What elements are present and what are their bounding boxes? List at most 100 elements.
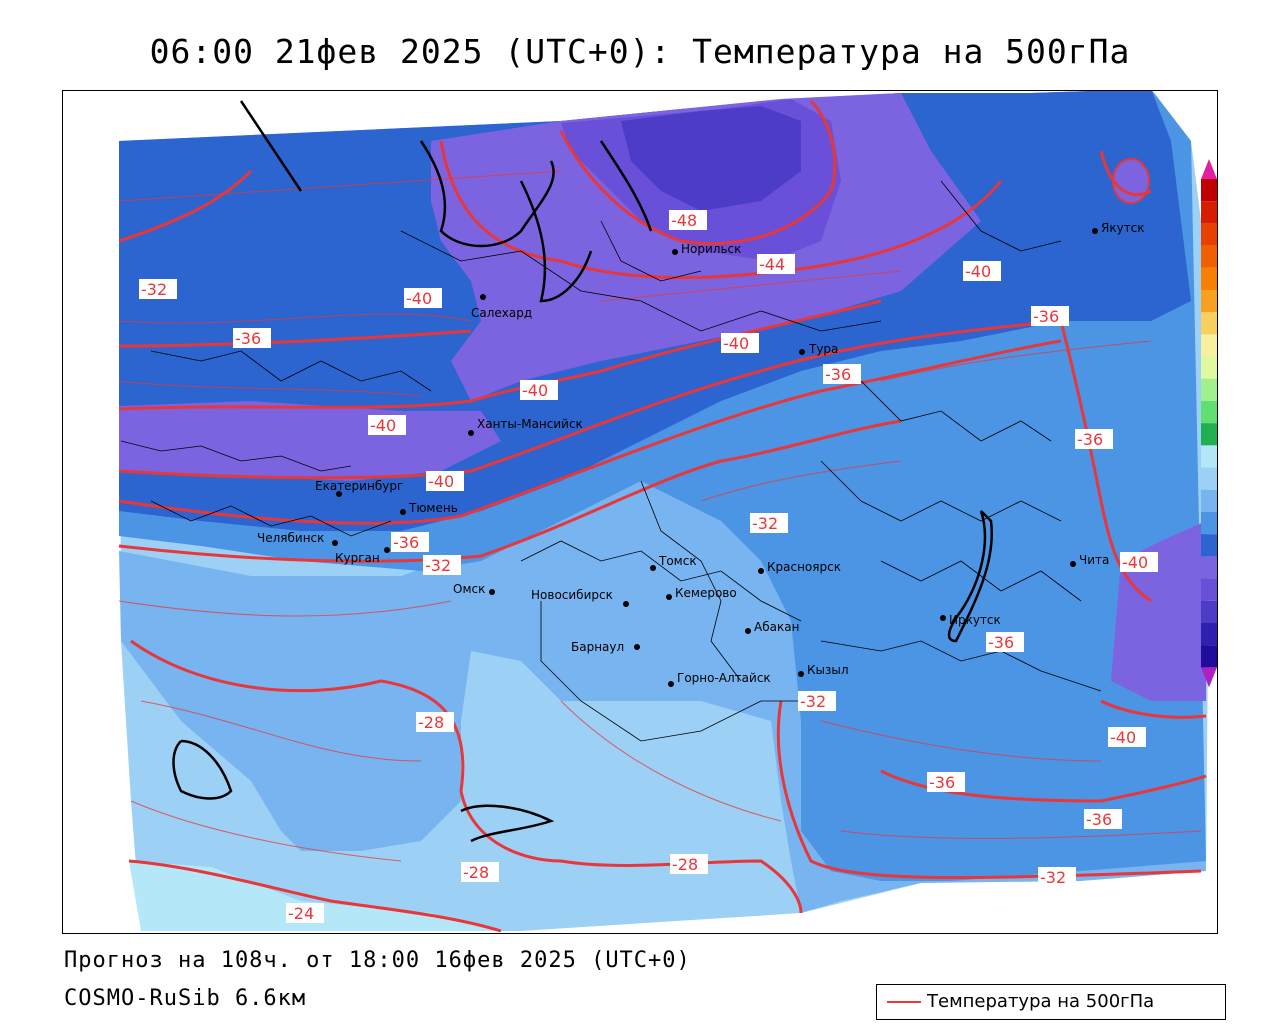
city-khanty-mansiysk: Ханты-Мансийск: [468, 417, 583, 436]
svg-text:-40: -40: [1110, 728, 1136, 747]
svg-text:-40: -40: [723, 334, 749, 353]
contour-label: -32: [798, 691, 836, 711]
thick-contours: [118, 99, 1207, 933]
city-chita: Чита: [1070, 553, 1109, 567]
city-label: Иркутск: [949, 613, 1001, 627]
contour-label: -36: [391, 532, 429, 552]
svg-text:-36: -36: [1086, 810, 1112, 829]
contour-label: -40: [426, 471, 464, 491]
city-tura: Тура: [799, 342, 838, 356]
city-barnaul: Барнаул: [571, 640, 640, 654]
contour-label: -36: [986, 632, 1024, 652]
city-kyzyl: Кызыл: [798, 663, 849, 677]
svg-text:-36: -36: [929, 773, 955, 792]
contour-label: -36: [1031, 306, 1069, 326]
colorbar-segment: [1201, 512, 1217, 535]
contour-label: -32: [750, 513, 788, 533]
coastlines: [172, 100, 993, 843]
svg-text:-28: -28: [672, 855, 698, 874]
svg-text:-40: -40: [1122, 553, 1148, 572]
svg-text:-40: -40: [370, 416, 396, 435]
region-minus-24: [129, 861, 501, 931]
city-label: Горно-Алтайск: [677, 671, 771, 685]
contour-label: -44: [757, 254, 795, 274]
svg-text:-28: -28: [463, 863, 489, 882]
city-label: Тура: [808, 342, 838, 356]
city-label: Абакан: [754, 620, 799, 634]
legend-label: Температура на 500гПа: [927, 991, 1155, 1012]
svg-text:-32: -32: [141, 280, 167, 299]
city-label: Салехард: [471, 306, 532, 320]
city-abakan: Абакан: [745, 620, 799, 634]
model-info: COSMO-RuSib 6.6км: [64, 986, 307, 1011]
region-minus-44-band: [119, 401, 501, 481]
svg-text:-36: -36: [825, 365, 851, 384]
colorbar-segment: [1201, 290, 1217, 313]
city-gorno-altaysk: Горно-Алтайск: [668, 671, 771, 687]
contour-labels: -48 -44 -40 -36 -40 -36 -32 -36 -40 -40 …: [139, 210, 1158, 923]
city-label: Барнаул: [571, 640, 624, 654]
city-ekaterinburg: Екатеринбург: [315, 479, 403, 497]
svg-text:-36: -36: [235, 329, 261, 348]
colorbar-segment: [1201, 467, 1217, 490]
svg-text:-36: -36: [1033, 307, 1059, 326]
contour-label: -36: [823, 364, 861, 384]
colorbar-segment: [1201, 245, 1217, 268]
city-label: Кемерово: [675, 586, 737, 600]
contour-label: -40: [520, 380, 558, 400]
colorbar-segment: [1201, 423, 1217, 446]
forecast-info: Прогноз на 108ч. от 18:00 16фев 2025 (UT…: [64, 948, 691, 973]
svg-text:-40: -40: [965, 262, 991, 281]
colorbar-segment: [1201, 578, 1217, 601]
city-label: Кызыл: [807, 663, 849, 677]
svg-text:-40: -40: [522, 381, 548, 400]
colorbar-segment: [1201, 401, 1217, 424]
contour-label: -32: [139, 279, 177, 299]
svg-text:-40: -40: [428, 472, 454, 491]
city-label: Норильск: [681, 242, 741, 256]
svg-text:-28: -28: [418, 713, 444, 732]
colorbar-segment: [1201, 600, 1217, 623]
colorbar-segment: [1201, 312, 1217, 335]
contour-label: -24: [286, 903, 324, 923]
colorbar-segment: [1201, 201, 1217, 224]
contour-label: -28: [461, 862, 499, 882]
colorbar-top-arrow: [1201, 159, 1217, 179]
colorbar-segment: [1201, 378, 1217, 401]
svg-text:-36: -36: [1077, 430, 1103, 449]
city-label: Новосибирск: [531, 588, 613, 602]
city-kurgan: Курган: [335, 547, 390, 565]
contour-label: -28: [670, 854, 708, 874]
thin-contours: [118, 170, 1202, 862]
colorbar-segment: [1201, 445, 1217, 468]
colorbar-segment: [1201, 534, 1217, 557]
colorbar-segment: [1201, 489, 1217, 512]
svg-text:-36: -36: [988, 633, 1014, 652]
colorbar-segment: [1201, 334, 1217, 357]
contour-label: -40: [368, 415, 406, 435]
region-minus-52: [621, 106, 801, 211]
city-chelyabinsk: Челябинск: [257, 531, 338, 546]
colorbar-segment: [1201, 645, 1217, 668]
city-salekhard: Салехард: [471, 294, 532, 320]
city-label: Курган: [335, 551, 380, 565]
city-irkutsk: Иркутск: [940, 613, 1001, 627]
colorbar-segment: [1201, 223, 1217, 246]
colorbar-segment: [1201, 623, 1217, 646]
city-label: Томск: [658, 554, 697, 568]
svg-text:-32: -32: [800, 692, 826, 711]
city-omsk: Омск: [453, 582, 495, 596]
svg-text:-32: -32: [752, 514, 778, 533]
contour-label: -36: [1075, 429, 1113, 449]
city-tomsk: Томск: [650, 554, 697, 571]
city-norilsk: Норильск: [672, 242, 741, 256]
temperature-map: Якутск Норильск Салехард Тура Ханты-Манс…: [62, 90, 1218, 934]
contour-label: -40: [1120, 552, 1158, 572]
colorbar-segment: [1201, 356, 1217, 379]
city-krasnoyarsk: Красноярск: [758, 560, 841, 574]
svg-text:-48: -48: [671, 211, 697, 230]
city-label: Омск: [453, 582, 485, 596]
colorbar-segment: [1201, 267, 1217, 290]
colorbar-bottom-arrow: [1201, 667, 1217, 688]
map-canvas: Якутск Норильск Салехард Тура Ханты-Манс…: [118, 91, 1217, 933]
